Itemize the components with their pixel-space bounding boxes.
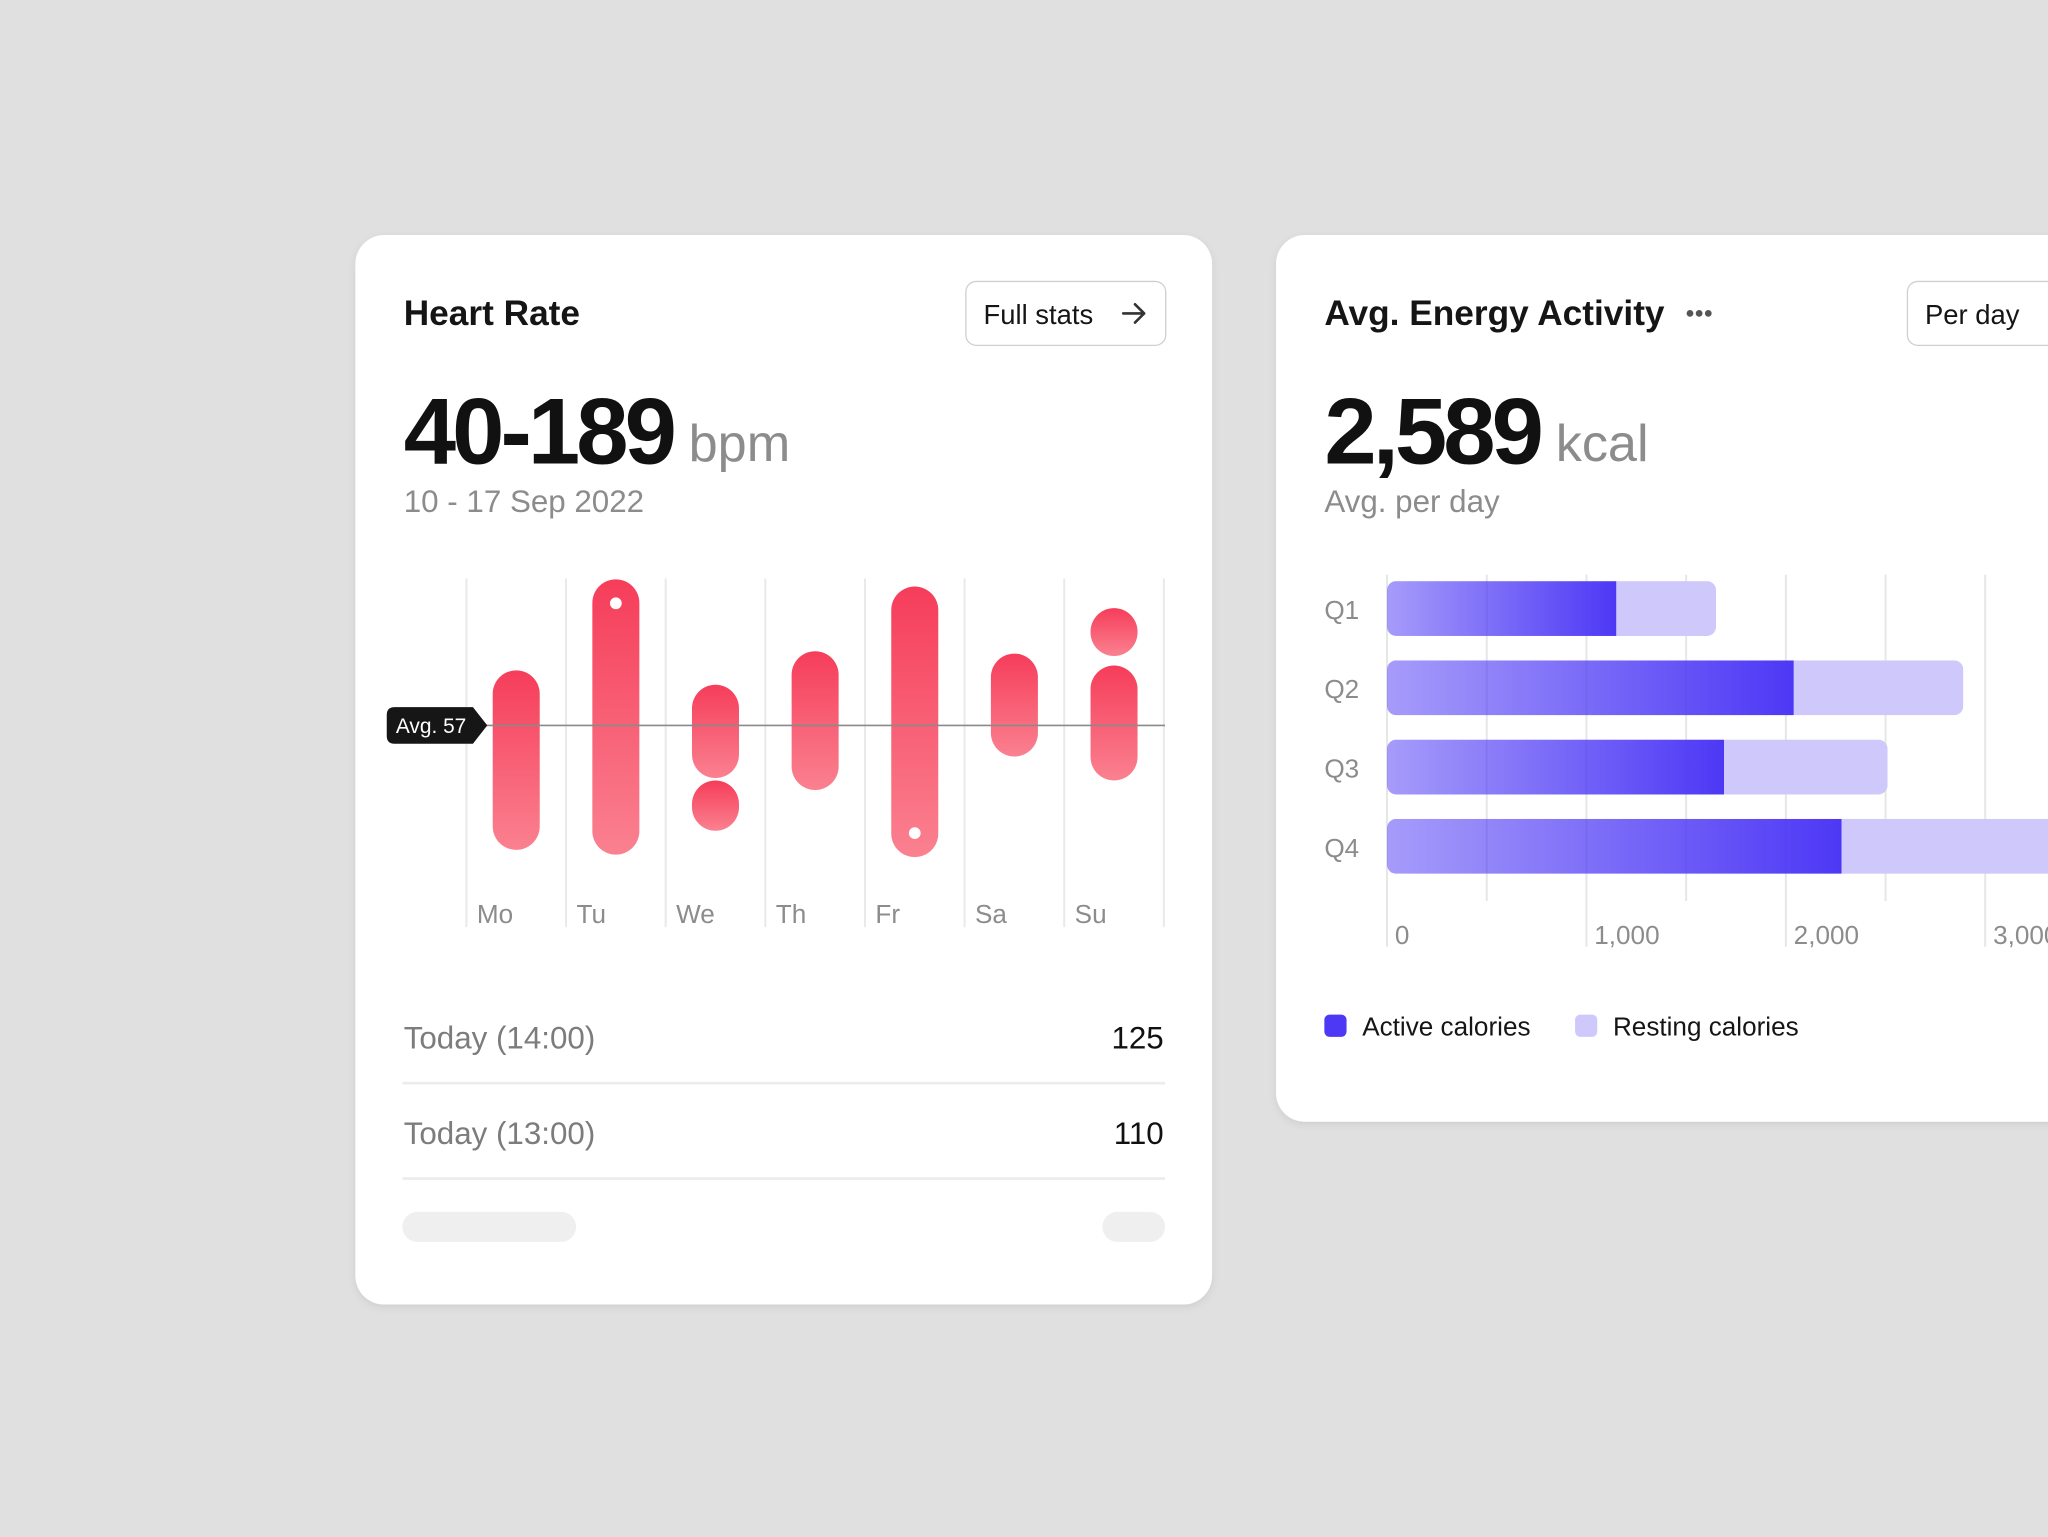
heart-unit: bpm [689,415,791,473]
button-label[interactable]: Per day [1925,299,2020,330]
range-bar [492,670,540,850]
reading-value: 110 [1114,1116,1164,1151]
x-tick-label: Mo [477,899,513,929]
heart-chart: Mo Tu We Th Fr Sa Su Avg. 57 [386,578,1166,929]
reading-label: Today (14:00) [404,1021,596,1056]
bar-segment [1616,581,1717,636]
marker-dot [908,827,921,840]
card-title: Avg. Energy Activity [1324,294,1665,333]
x-tick-label: We [676,899,715,929]
x-tick-label: Fr [875,899,900,929]
period: 10 - 17 Sep 2022 [404,484,644,519]
bar-segment [1387,818,1842,874]
energy-total: 2,589 [1324,379,1540,484]
subtitle: Avg. per day [1324,484,1500,519]
bar-segment [1387,739,1725,795]
button-label[interactable]: Full stats [984,299,1094,330]
dot[interactable] [1704,310,1712,317]
y-tick-label: Q4 [1324,833,1359,863]
heart-card [355,235,1213,1305]
x-tick-label: Sa [975,899,1007,929]
range-bar [691,780,739,831]
range-bar [691,684,739,779]
range-bar [990,653,1038,757]
heart-range: 40-189 [404,379,674,484]
legend-swatch [1324,1014,1347,1037]
x-tick-label: 1,000 [1594,920,1659,950]
legend-label: Active calories [1362,1012,1530,1042]
card-title: Heart Rate [404,294,580,333]
per-day-button[interactable] [1906,280,2048,347]
range-bar [592,579,640,855]
more-menu[interactable] [1686,310,1712,317]
dot[interactable] [1686,310,1694,317]
average-label: Avg. 57 [396,715,466,738]
range-bar [891,586,939,858]
dot[interactable] [1695,310,1703,317]
y-tick-label: Q1 [1324,595,1359,625]
y-tick-label: Q2 [1324,674,1359,704]
bar-segment [1724,739,1888,795]
range-bar [1090,665,1138,781]
x-tick-label: 0 [1395,920,1410,950]
arrow-icon [1121,302,1146,324]
x-tick-label: 3,000 [1993,920,2048,950]
x-tick-label: Tu [576,899,606,929]
marker-dot [609,597,622,610]
bar-segment [1387,660,1794,716]
range-bar [1090,608,1138,656]
x-tick-label: 2,000 [1794,920,1859,950]
x-tick-label: Su [1075,899,1107,929]
full-stats-button[interactable] [965,280,1167,347]
y-tick-label: Q3 [1324,754,1359,784]
range-bar [791,651,839,791]
x-tick-label: Th [776,899,806,929]
bar-segment [1841,818,2048,874]
bar-segment [1793,660,1964,716]
legend-label: Resting calories [1613,1012,1799,1042]
legend-swatch [1575,1014,1598,1037]
reading-label: Today (13:00) [404,1116,596,1151]
skeleton [402,1211,577,1242]
bar-segment [1387,581,1617,636]
skeleton [1102,1211,1166,1242]
average-tag [386,707,488,744]
energy-chart: 0 1,000 2,000 3,000 Q1 Q2 Q3 Q4 Active calories R… [1324,574,2048,1042]
energy-unit: kcal [1556,415,1649,473]
reading-value: 125 [1111,1021,1163,1056]
